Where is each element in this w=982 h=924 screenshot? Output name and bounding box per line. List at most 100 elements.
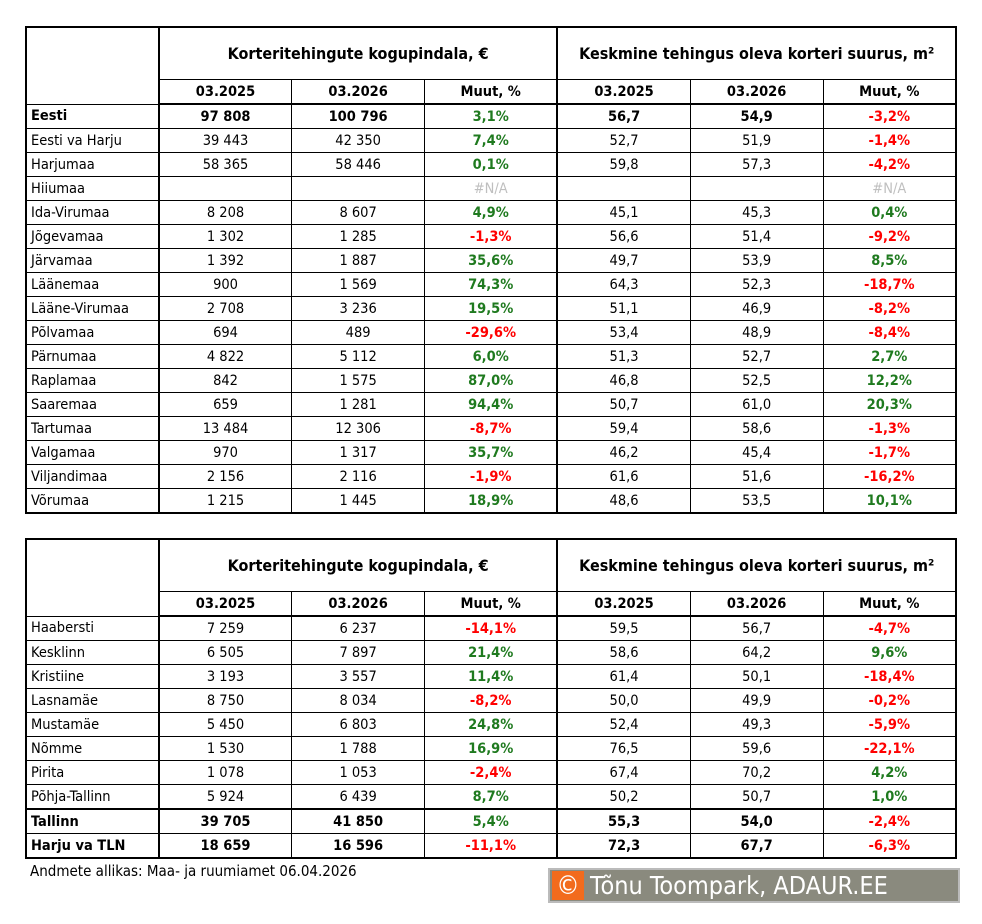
area-2025: 7 259 <box>157 615 293 641</box>
region-name: Lääne-Virumaa <box>25 296 160 321</box>
area-change: 11,4% <box>424 664 558 689</box>
group-header-total-area: Korteritehingute kogupindala, € <box>157 26 558 80</box>
size-2026: 51,6 <box>689 464 824 489</box>
column-header-2025: 03.2025 <box>157 79 293 105</box>
size-2026: 51,4 <box>689 224 824 249</box>
size-2026: 54,0 <box>689 808 824 834</box>
table-row: Põlvamaa 694 489 -29,6% 53,4 48,9 -8,4% <box>25 320 957 345</box>
column-header-change: Muut, % <box>822 591 957 617</box>
area-2025: 4 822 <box>157 344 293 369</box>
area-2025: 8 750 <box>157 688 293 713</box>
area-change: 35,6% <box>424 248 558 273</box>
column-header-2026: 03.2026 <box>291 591 426 617</box>
size-change: #N/A <box>822 176 957 201</box>
size-change: 0,4% <box>822 200 957 225</box>
size-2026: 61,0 <box>689 392 824 417</box>
region-name: Põlvamaa <box>25 320 160 345</box>
area-change: #N/A <box>424 176 558 201</box>
region-name: Läänemaa <box>25 272 160 297</box>
source-note: Andmete allikas: Maa- ja ruumiamet 06.04… <box>30 862 357 880</box>
size-change: 10,1% <box>822 488 957 514</box>
region-name: Harjumaa <box>25 152 160 177</box>
region-name: Valgamaa <box>25 440 160 465</box>
area-change: 94,4% <box>424 392 558 417</box>
size-2025: 56,7 <box>556 103 691 129</box>
size-change: -6,3% <box>822 833 957 859</box>
area-change: 24,8% <box>424 712 558 737</box>
size-change: -1,4% <box>822 128 957 153</box>
region-name: Lasnamäe <box>25 688 160 713</box>
area-2026: 1 887 <box>291 248 426 273</box>
area-change: 4,9% <box>424 200 558 225</box>
size-2026: 52,7 <box>689 344 824 369</box>
area-2026: 6 237 <box>291 615 426 641</box>
area-2026: 1 788 <box>291 736 426 761</box>
area-2025: 5 924 <box>157 784 293 810</box>
area-2026: 12 306 <box>291 416 426 441</box>
size-2025: 61,6 <box>556 464 691 489</box>
table-row: Pirita 1 078 1 053 -2,4% 67,4 70,2 4,2% <box>25 760 957 785</box>
column-header-change: Muut, % <box>424 591 558 617</box>
region-name: Viljandimaa <box>25 464 160 489</box>
size-change: -4,7% <box>822 615 957 641</box>
table-row: Läänemaa 900 1 569 74,3% 64,3 52,3 -18,7% <box>25 272 957 297</box>
area-2025: 39 705 <box>157 808 293 834</box>
size-change: 20,3% <box>822 392 957 417</box>
area-change: 87,0% <box>424 368 558 393</box>
area-change: 19,5% <box>424 296 558 321</box>
area-change: 6,0% <box>424 344 558 369</box>
area-change: 18,9% <box>424 488 558 514</box>
size-2026: 45,3 <box>689 200 824 225</box>
size-2025: 64,3 <box>556 272 691 297</box>
region-name: Eesti va Harju <box>25 128 160 153</box>
size-change: -9,2% <box>822 224 957 249</box>
area-2025: 1 392 <box>157 248 293 273</box>
group-header-row: Korteritehingute kogupindala, € Keskmine … <box>25 538 957 617</box>
size-2025: 46,8 <box>556 368 691 393</box>
region-name: Mustamäe <box>25 712 160 737</box>
region-name: Harju va TLN <box>25 833 160 859</box>
size-2026: 53,9 <box>689 248 824 273</box>
region-name: Tallinn <box>25 808 160 834</box>
column-header-2025: 03.2025 <box>556 79 691 105</box>
size-2025: 46,2 <box>556 440 691 465</box>
area-2026: 1 281 <box>291 392 426 417</box>
group-header-avg-size: Keskmine tehingus oleva korteri suurus, … <box>556 538 957 592</box>
area-2025: 97 808 <box>157 103 293 129</box>
area-2025: 900 <box>157 272 293 297</box>
size-2026: 45,4 <box>689 440 824 465</box>
size-2026: 46,9 <box>689 296 824 321</box>
region-name: Hiiumaa <box>25 176 160 201</box>
table-row: Kristiine 3 193 3 557 11,4% 61,4 50,1 -18,4% <box>25 664 957 689</box>
column-header-row: 03.2025 03.2026 Muut, % 03.2025 03.2026 Muut,… <box>26 79 957 105</box>
table-row: Raplamaa 842 1 575 87,0% 46,8 52,5 12,2% <box>25 368 957 393</box>
area-2025 <box>157 176 293 201</box>
region-name: Põhja-Tallinn <box>25 784 160 810</box>
area-change: 74,3% <box>424 272 558 297</box>
area-2025: 8 208 <box>157 200 293 225</box>
area-2026: 3 236 <box>291 296 426 321</box>
region-name: Eesti <box>25 103 160 129</box>
region-name: Pirita <box>25 760 160 785</box>
area-2026: 1 569 <box>291 272 426 297</box>
table-row: Mustamäe 5 450 6 803 24,8% 52,4 49,3 -5,9% <box>25 712 957 737</box>
area-change: -2,4% <box>424 760 558 785</box>
size-2026: 54,9 <box>689 103 824 129</box>
table-row: Põhja-Tallinn 5 924 6 439 8,7% 50,2 50,7 1,0% <box>25 784 957 810</box>
area-2025: 1 215 <box>157 488 293 514</box>
size-2025: 52,4 <box>556 712 691 737</box>
size-2025: 48,6 <box>556 488 691 514</box>
size-2025: 45,1 <box>556 200 691 225</box>
size-2025: 58,6 <box>556 640 691 665</box>
column-header-change: Muut, % <box>424 79 558 105</box>
size-change: -0,2% <box>822 688 957 713</box>
size-2026: 52,3 <box>689 272 824 297</box>
table-row: Järvamaa 1 392 1 887 35,6% 49,7 53,9 8,5% <box>25 248 957 273</box>
table-row: Lasnamäe 8 750 8 034 -8,2% 50,0 49,9 -0,2% <box>25 688 957 713</box>
area-2026: 16 596 <box>291 833 426 859</box>
size-2026: 51,9 <box>689 128 824 153</box>
area-2025: 18 659 <box>157 833 293 859</box>
area-2025: 659 <box>157 392 293 417</box>
table-row: Tartumaa 13 484 12 306 -8,7% 59,4 58,6 -1,3% <box>25 416 957 441</box>
region-name: Raplamaa <box>25 368 160 393</box>
